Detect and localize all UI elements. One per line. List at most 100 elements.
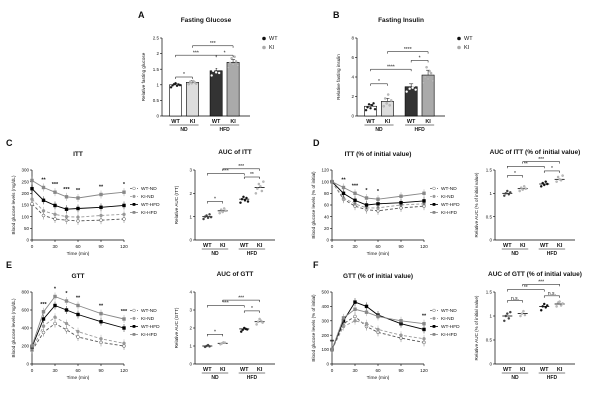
data-point	[558, 300, 561, 303]
y-tick-label: 0	[156, 114, 159, 119]
data-point	[234, 60, 238, 63]
x-tick-label: KI	[520, 367, 526, 373]
data-point	[545, 304, 549, 307]
x-tick-label: KI	[557, 367, 563, 373]
y-axis-label: Relative AUC (GTT)	[174, 307, 179, 348]
data-point	[330, 179, 334, 184]
y-tick-label: 0	[489, 238, 492, 243]
data-point	[408, 87, 411, 90]
data-point	[76, 196, 80, 200]
legend-marker	[457, 36, 461, 41]
data-point	[53, 315, 57, 319]
x-tick-label: 30	[52, 244, 58, 249]
significance-bracket	[207, 173, 245, 176]
x-tick-label: KI	[220, 367, 226, 373]
x-tick-label: 0	[331, 368, 334, 373]
significance-label: ***	[352, 183, 359, 189]
data-point	[383, 97, 387, 100]
significance-label: **	[99, 185, 104, 191]
legend-label: KI-HFD	[141, 332, 158, 338]
x-tick-label: 60	[75, 368, 81, 373]
significance-bracket	[543, 295, 560, 298]
data-point	[376, 197, 380, 201]
data-point	[522, 309, 525, 313]
significance-bracket	[222, 299, 260, 303]
data-point	[376, 327, 380, 332]
legend-marker	[132, 186, 136, 190]
legend-marker	[132, 316, 136, 320]
data-point	[216, 67, 219, 71]
x-axis-label: Time (min)	[67, 251, 90, 257]
y-tick-label: 1.5	[486, 290, 493, 295]
bar	[209, 70, 223, 117]
y-tick-label: 1	[189, 214, 192, 219]
y-tick-label: 0	[26, 238, 29, 243]
y-axis-label: Blood glucose levels (% of initial)	[311, 171, 316, 239]
data-point	[169, 86, 173, 89]
y-tick-label: 0.5	[486, 338, 493, 343]
data-point	[364, 196, 369, 200]
data-point	[122, 203, 126, 208]
data-point	[188, 80, 192, 83]
series-ki-hfd	[30, 292, 126, 350]
data-point	[376, 314, 380, 319]
significance-label: ***	[538, 157, 544, 163]
data-point	[99, 192, 103, 197]
x-axis-label: Time (min)	[67, 375, 90, 381]
data-point	[53, 190, 57, 194]
x-tick-label: 60	[375, 244, 381, 249]
data-point	[255, 323, 258, 326]
significance-label: ***	[210, 41, 216, 47]
data-point	[30, 186, 34, 191]
y-axis-label: Relative AUC (% of initial value)	[474, 172, 479, 237]
legend-marker	[132, 333, 136, 336]
panel-label: E	[6, 260, 12, 270]
group-label: ND	[211, 375, 219, 381]
data-point	[519, 314, 522, 318]
data-point	[521, 188, 524, 191]
significance-bracket	[175, 76, 193, 79]
legend-marker	[132, 308, 136, 312]
data-point	[224, 209, 227, 213]
data-point	[523, 313, 527, 317]
data-point	[217, 71, 221, 75]
data-point	[422, 321, 426, 326]
data-point	[388, 104, 391, 107]
legend-marker	[132, 325, 136, 328]
significance-label: ****	[387, 64, 395, 70]
data-point	[239, 330, 243, 333]
data-point	[219, 64, 222, 68]
x-tick-label: 90	[98, 244, 104, 249]
data-point	[524, 187, 527, 190]
legend-label: WT-ND	[141, 186, 157, 192]
data-point	[221, 210, 224, 214]
data-point	[262, 180, 265, 183]
x-tick-label: 90	[98, 368, 104, 373]
significance-bracket	[215, 54, 234, 58]
x-tick-label: WT	[212, 119, 221, 125]
chart-title: ITT	[73, 151, 83, 158]
data-point	[122, 326, 126, 330]
data-point	[261, 321, 264, 324]
data-point	[353, 300, 357, 304]
legend-label: KI	[269, 45, 275, 51]
group-label: HFD	[247, 375, 258, 381]
data-point	[64, 321, 69, 326]
significance-bracket	[207, 334, 223, 337]
data-point	[64, 195, 69, 199]
data-point	[422, 81, 425, 85]
legend-label: WT-HFD	[141, 324, 160, 330]
data-point	[399, 200, 403, 205]
legend-marker	[432, 203, 436, 206]
x-tick-label: 30	[352, 244, 358, 249]
data-point	[503, 194, 506, 197]
data-point	[205, 214, 208, 217]
y-tick-label: 1	[156, 82, 159, 87]
y-tick-label: 200	[321, 333, 329, 338]
data-point	[411, 86, 414, 89]
significance-label: **	[341, 178, 346, 184]
significance-label: ***	[193, 50, 199, 56]
significance-bracket	[507, 175, 523, 178]
data-point	[30, 344, 34, 348]
data-point	[243, 199, 247, 202]
